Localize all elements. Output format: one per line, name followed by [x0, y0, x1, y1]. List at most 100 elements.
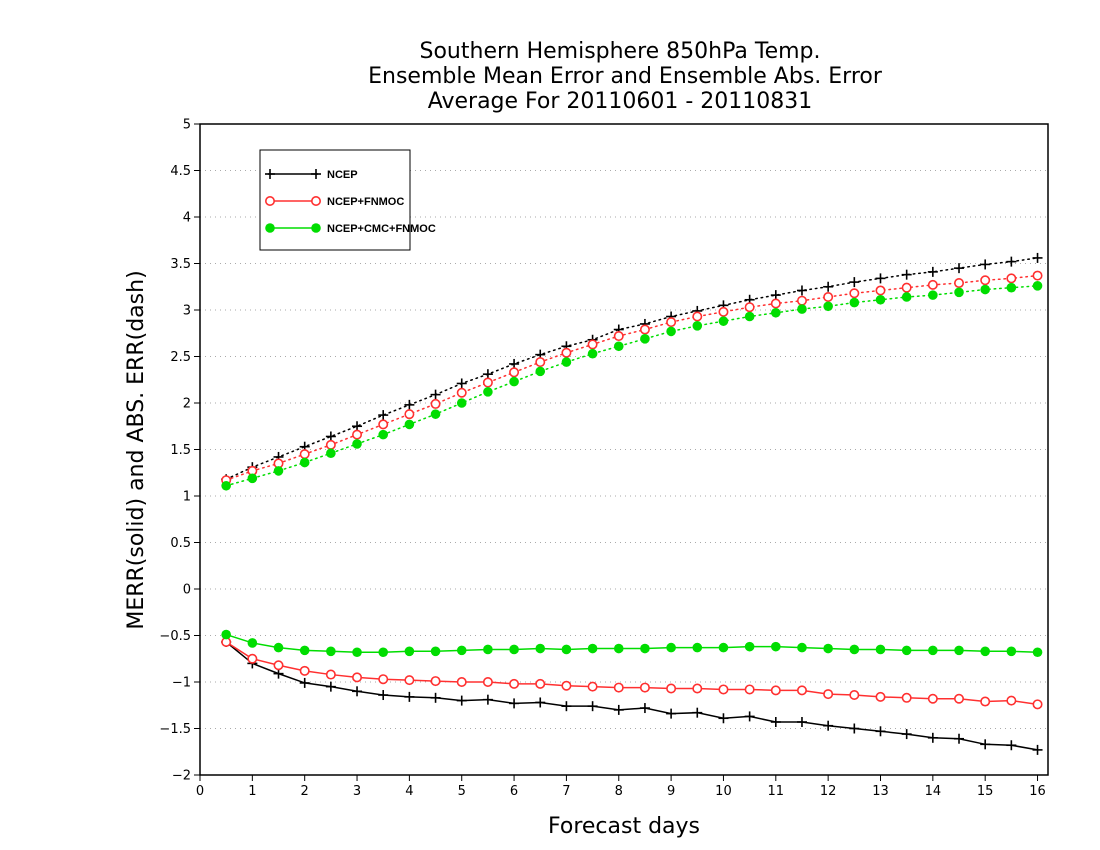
x-tick-label: 9: [667, 784, 675, 799]
x-axis: 0 1 2 3 4 5 6 7 8 9 10 11 12 13 14 15 16: [196, 775, 1046, 799]
mean-err-point: [927, 732, 938, 743]
abs-err-point: [378, 429, 389, 440]
legend-marker-end: [311, 223, 321, 233]
legend-box: [259, 149, 411, 251]
abs-err-point: [299, 449, 310, 460]
mean-err-point: [823, 720, 834, 731]
y-tick-label: 1: [183, 490, 191, 505]
mean-err-point: [352, 686, 363, 697]
y-tick-label: 5: [183, 118, 191, 133]
abs-err-point: [849, 277, 860, 288]
x-tick-label: 12: [820, 784, 837, 799]
mean-err-point: [901, 729, 912, 740]
legend: NCEP NCEP+FNMOC NCEP+CMC+FNMOC: [259, 149, 436, 251]
mean-err-point: [456, 676, 467, 687]
mean-err-point: [666, 708, 677, 719]
abs-err-point: [980, 284, 990, 295]
abs-err-point: [901, 269, 912, 280]
legend-label: NCEP: [327, 169, 358, 181]
series-1: [221, 270, 1043, 710]
abs-err-point: [404, 419, 415, 430]
mean-err-point: [980, 739, 991, 750]
mean-err-point: [325, 669, 336, 680]
x-tick-label: 7: [562, 784, 570, 799]
x-tick-label: 15: [977, 784, 994, 799]
x-tick-label: 2: [301, 784, 309, 799]
mean-err-point: [535, 697, 546, 708]
mean-err-line: [225, 633, 1038, 653]
x-tick-label: 0: [196, 784, 204, 799]
mean-err-line: [225, 641, 1038, 751]
y-tick-label: −2: [172, 769, 191, 784]
mean-err-point: [901, 645, 912, 656]
abs-err-point: [744, 311, 755, 322]
x-tick-label: 13: [872, 784, 889, 799]
abs-err-point: [1032, 281, 1043, 291]
abs-err-point: [797, 304, 807, 314]
mean-err-point: [823, 689, 834, 700]
mean-err-point: [221, 629, 231, 640]
mean-err-point: [561, 680, 572, 691]
abs-err-point: [692, 311, 703, 322]
abs-err-point: [823, 281, 834, 292]
abs-err-point: [456, 398, 467, 408]
abs-err-point: [430, 409, 441, 419]
mean-err-point: [482, 694, 493, 705]
mean-err-point: [1006, 646, 1017, 657]
abs-err-point: [718, 316, 729, 326]
mean-err-point: [404, 691, 415, 702]
abs-err-point: [1032, 270, 1043, 281]
mean-err-point: [954, 645, 964, 656]
abs-err-point: [928, 290, 938, 300]
mean-err-point: [587, 643, 598, 654]
mean-err-point: [456, 695, 467, 706]
mean-err-point: [326, 646, 336, 657]
x-axis-label: Forecast days: [548, 814, 700, 839]
mean-err-point: [692, 683, 703, 694]
abs-err-point: [771, 307, 781, 318]
mean-err-point: [666, 642, 676, 653]
mean-err-point: [875, 644, 886, 655]
abs-err-point: [352, 429, 363, 440]
mean-err-point: [613, 643, 624, 654]
abs-err-point: [613, 341, 624, 352]
mean-err-point: [980, 696, 991, 707]
mean-err-point: [325, 681, 336, 692]
mean-err-point: [718, 713, 729, 724]
mean-err-point: [639, 703, 650, 714]
abs-err-point: [535, 357, 546, 368]
mean-err-point: [404, 646, 415, 657]
abs-err-point: [980, 259, 991, 270]
abs-err-point: [849, 288, 860, 299]
mean-err-point: [823, 643, 833, 654]
abs-err-point: [378, 410, 389, 421]
mean-err-point: [509, 678, 520, 689]
y-axis: −2 −1.5 −1 −0.5 0 0.5 1 1.5 2 2.5 3 3.5 4 4.5 5: [159, 118, 200, 784]
mean-err-point: [954, 693, 965, 704]
abs-err-point: [378, 419, 389, 430]
chart-title-line-1: Southern Hemisphere 850hPa Temp.: [420, 39, 821, 64]
y-tick-label: 0: [183, 583, 191, 598]
mean-err-point: [535, 643, 546, 654]
mean-err-point: [954, 733, 965, 744]
abs-err-point: [587, 339, 598, 350]
legend-marker-start: [265, 169, 275, 179]
mean-err-point: [483, 644, 493, 655]
abs-err-line: [225, 285, 1039, 487]
mean-err-point: [352, 647, 362, 658]
abs-err-point: [1006, 282, 1017, 293]
abs-err-point: [482, 377, 493, 388]
legend-item-1: NCEP+FNMOC: [264, 196, 404, 208]
mean-err-point: [770, 685, 781, 696]
mean-err-point: [273, 660, 284, 671]
abs-err-point: [954, 263, 965, 274]
abs-err-point: [770, 290, 781, 301]
y-tick-label: 1.5: [170, 443, 191, 458]
y-tick-label: 2: [183, 397, 191, 412]
mean-err-point: [378, 647, 389, 658]
abs-err-point: [823, 301, 833, 312]
y-tick-label: 3: [183, 304, 191, 319]
mean-err-point: [639, 682, 650, 693]
mean-err-point: [535, 678, 546, 689]
abs-err-point: [666, 317, 677, 328]
